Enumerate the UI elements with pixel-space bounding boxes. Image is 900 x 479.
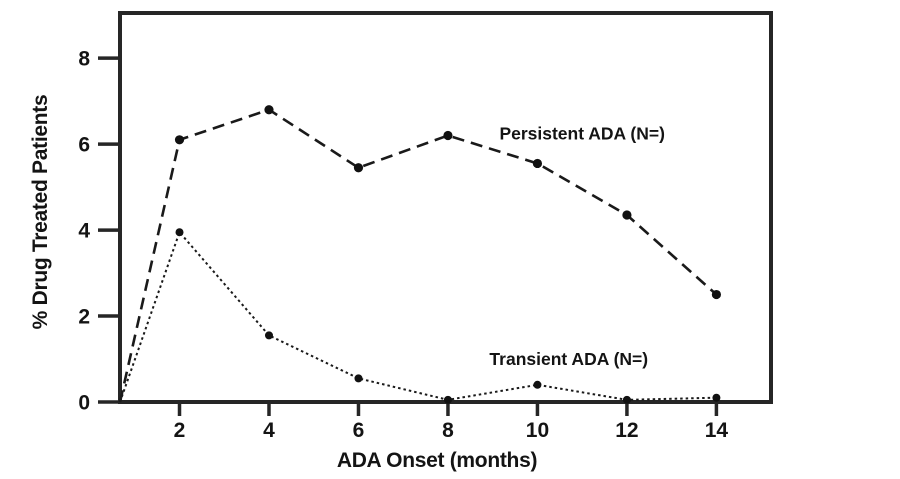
y-tick-label: 2 — [78, 306, 90, 329]
y-tick-label: 4 — [78, 220, 90, 243]
x-tick-label: 12 — [615, 419, 638, 442]
y-tick-label: 6 — [78, 134, 90, 157]
data-point-persistent-ada-n — [174, 135, 185, 145]
x-tick-label: 10 — [526, 419, 549, 442]
data-point-transient-ada-n — [175, 228, 184, 237]
x-tick-label: 6 — [353, 419, 365, 442]
series-label-transient-ada-n: Transient ADA (N=) — [489, 349, 648, 369]
plot-area: 0 2 4 6 8 2 4 6 8 10 12 14 Persistent ADA (N=) Transi… — [78, 11, 773, 442]
x-axis-title: ADA Onset (months) — [337, 449, 537, 472]
data-point-transient-ada-n — [354, 374, 363, 383]
data-point-transient-ada-n — [622, 395, 631, 404]
data-point-persistent-ada-n — [532, 158, 543, 169]
data-point-persistent-ada-n — [443, 130, 453, 141]
data-point-persistent-ada-n — [353, 163, 364, 173]
data-point-transient-ada-n — [264, 331, 273, 340]
data-point-persistent-ada-n — [711, 289, 722, 300]
data-point-transient-ada-n — [712, 393, 721, 402]
y-tick-label: 0 — [78, 392, 90, 415]
series-line-transient-ada-n — [119, 230, 717, 403]
x-tick-label: 2 — [174, 419, 186, 442]
series-label-persistent-ada-n: Persistent ADA (N=) — [499, 123, 664, 143]
x-tick-label: 4 — [263, 419, 275, 442]
x-tick-label: 14 — [705, 419, 729, 442]
data-point-persistent-ada-n — [622, 210, 632, 220]
y-axis-title: % Drug Treated Patients — [29, 95, 52, 330]
data-point-persistent-ada-n — [264, 105, 274, 115]
y-tick-label: 8 — [78, 48, 90, 71]
data-point-transient-ada-n — [443, 395, 452, 404]
series-line-persistent-ada-n — [118, 108, 718, 403]
plot-frame — [118, 11, 773, 404]
x-tick-label: 8 — [442, 419, 454, 442]
data-point-transient-ada-n — [533, 380, 542, 389]
